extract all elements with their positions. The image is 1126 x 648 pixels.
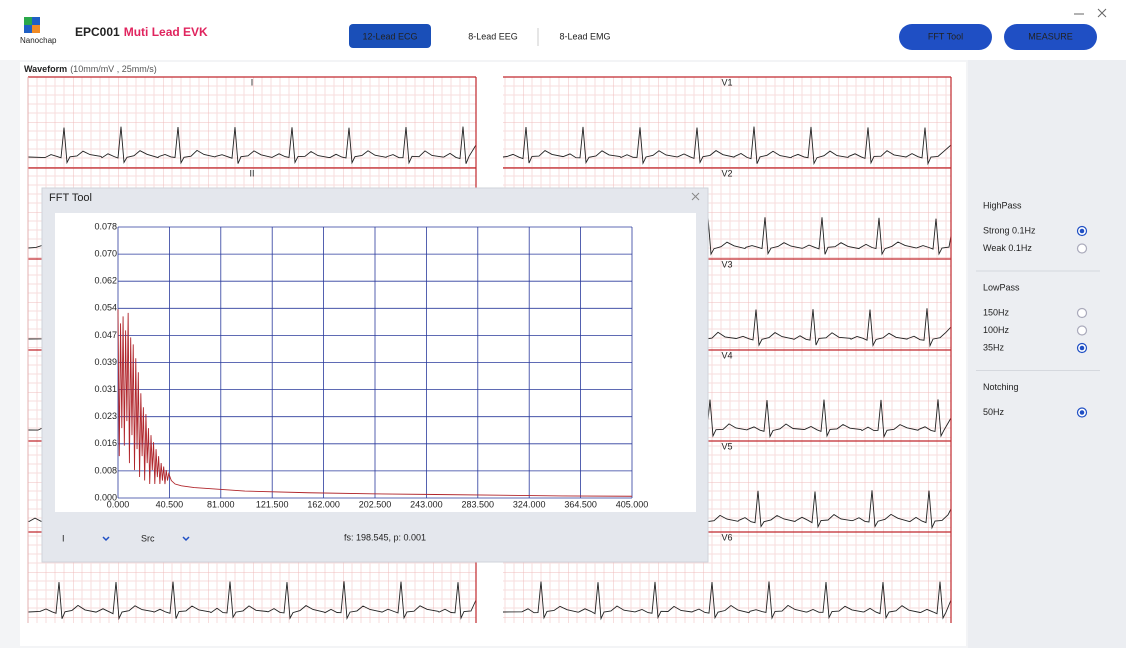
x-tick-label: 283.500 <box>462 499 495 509</box>
mode-select-value: Src <box>141 533 155 543</box>
x-tick-label: 0.000 <box>107 499 130 509</box>
radio[interactable] <box>1076 325 1088 336</box>
brand: Nanochap <box>20 36 57 45</box>
dialog-title: FFT Tool <box>49 192 92 204</box>
logo-block <box>32 25 40 33</box>
radio[interactable] <box>1076 307 1088 319</box>
tab-active[interactable] <box>349 24 431 48</box>
product: Muti Lead EVK <box>124 25 208 39</box>
filter-title: HighPass <box>983 200 1022 210</box>
x-tick-label: 40.500 <box>156 499 184 509</box>
logo-block <box>32 17 40 25</box>
x-tick-label: 405.000 <box>616 499 649 509</box>
tab[interactable]: 8-Lead EMG <box>559 31 610 41</box>
lead-label: V5 <box>721 441 732 451</box>
fft-dialog: FFT Tool I Src fs: 198.545, p: 0.001 0.0… <box>41 187 709 563</box>
app-title: EPC001 Muti Lead EVK <box>75 25 208 39</box>
button-label[interactable]: MEASURE <box>1028 31 1073 41</box>
x-tick-label: 162.000 <box>307 499 340 509</box>
y-tick-label: 0.078 <box>94 221 117 231</box>
x-tick-label: 324.000 <box>513 499 546 509</box>
radio[interactable] <box>1076 243 1088 254</box>
tab[interactable]: 12-Lead ECG <box>362 31 417 41</box>
chevron <box>182 536 190 542</box>
y-tick-label: 0.016 <box>94 438 117 448</box>
lead-label: V1 <box>721 77 732 87</box>
option-label: 100Hz <box>983 325 1010 335</box>
button[interactable] <box>899 24 992 50</box>
y-tick-label: 0.008 <box>94 465 117 475</box>
button[interactable] <box>1004 24 1097 50</box>
fft-status: fs: 198.545, p: 0.001 <box>344 532 426 542</box>
logo-block <box>24 25 32 33</box>
option-label: 150Hz <box>983 307 1010 317</box>
y-tick-label: 0.023 <box>94 411 117 421</box>
x-tick-label: 121.500 <box>256 499 289 509</box>
filter-title: Notching <box>983 382 1019 392</box>
radio-dot <box>1079 410 1085 415</box>
dialog-close[interactable] <box>691 192 700 201</box>
radio-dot <box>1079 228 1085 234</box>
y-tick-label: 0.039 <box>94 357 117 367</box>
mode-select[interactable] <box>137 530 193 548</box>
lead-select-value: I <box>62 533 65 543</box>
filter-title: LowPass <box>983 282 1020 292</box>
side-panel <box>968 60 1126 648</box>
close-button[interactable] <box>1097 8 1107 18</box>
filter-panel: HighPass Strong 0.1Hz Weak 0.1Hz LowPass 150… <box>976 200 1100 418</box>
option-label: 50Hz <box>983 407 1005 417</box>
x-tick-label: 202.500 <box>359 499 392 509</box>
waveform-label: Waveform <box>24 64 67 74</box>
button-label[interactable]: FFT Tool <box>928 31 963 41</box>
x-tick-label: 243.000 <box>410 499 443 509</box>
y-tick-label: 0.047 <box>94 330 117 340</box>
spectrum-line <box>117 309 633 497</box>
lead-label: V6 <box>721 532 732 542</box>
lead-select[interactable] <box>58 530 113 548</box>
waveform-scale: (10mm/mV , 25mm/s) <box>70 64 157 74</box>
chevron <box>102 536 110 542</box>
lead-label: II <box>249 168 254 178</box>
option-label: Strong 0.1Hz <box>983 225 1036 235</box>
y-tick-label: 0.054 <box>94 303 117 313</box>
option-label: Weak 0.1Hz <box>983 243 1032 253</box>
y-tick-label: 0.031 <box>94 384 117 394</box>
lead-label: V2 <box>721 168 732 178</box>
ecg-trace <box>27 581 477 621</box>
ecg-trace <box>502 126 952 166</box>
toolbar: 12-Lead ECG 8-Lead EEG 8-Lead EMG FFT Tool M… <box>349 24 1097 50</box>
fft-chart: 0.000 0.008 0.016 0.023 0.031 0.039 0.047 0.054… <box>94 221 648 509</box>
y-tick-label: 0.000 <box>94 492 117 502</box>
x-tick-label: 364.500 <box>564 499 597 509</box>
ecg-trace <box>502 581 952 621</box>
model: EPC001 <box>75 25 120 39</box>
y-tick-label: 0.070 <box>94 248 117 258</box>
lead-label: I <box>251 77 254 87</box>
ecg-trace <box>27 126 477 165</box>
waveform-title: Waveform (10mm/mV , 25mm/s) <box>24 64 157 74</box>
lead-label: V4 <box>721 350 732 360</box>
logo-block <box>24 17 32 25</box>
x-tick-label: 81.000 <box>207 499 235 509</box>
option-label: 35Hz <box>983 342 1005 352</box>
lead-label: V3 <box>721 259 732 269</box>
radio-dot <box>1079 345 1085 351</box>
y-tick-label: 0.062 <box>94 276 117 286</box>
tab[interactable]: 8-Lead EEG <box>468 31 518 41</box>
